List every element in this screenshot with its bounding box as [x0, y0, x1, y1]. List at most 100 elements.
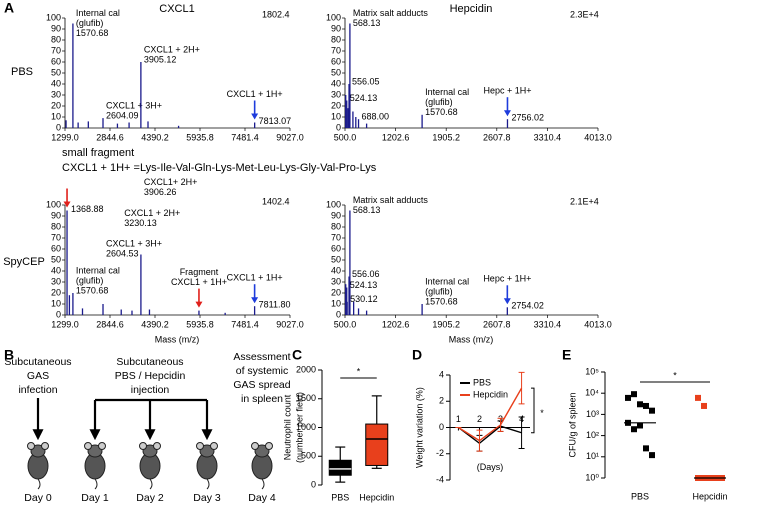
peak-label: 1570.68 [76, 28, 109, 38]
mouse-head [87, 444, 103, 458]
step-label: injection [131, 384, 170, 396]
x-tick-label: 3310.4 [534, 132, 562, 142]
day-label: Day 3 [193, 492, 221, 504]
x-tick-label: 1905.2 [432, 319, 460, 329]
mouse-tail [94, 478, 98, 490]
y-tick-label: 70 [331, 232, 341, 242]
mouse-ear [265, 442, 273, 450]
x-tick-label: 1202.6 [382, 319, 410, 329]
y-tick-label: 30 [51, 276, 61, 286]
max-intensity-label: 1402.4 [262, 196, 290, 206]
y-tick-label: 100 [326, 199, 341, 209]
peak-label: CXCL1 + 2H+ [124, 208, 180, 218]
x-tick-label: 4013.0 [584, 132, 612, 142]
y-tick-label: 50 [51, 67, 61, 77]
mouse-icon [196, 442, 218, 490]
y-tick-label: 10 [51, 111, 61, 121]
y-tick-label: 90 [331, 23, 341, 33]
peak-label: Matrix salt adducts [353, 8, 429, 18]
point [637, 401, 643, 408]
point [649, 407, 655, 414]
peak-label: (glufib) [76, 275, 104, 285]
mouse-head [30, 444, 46, 458]
arrow-head [195, 301, 203, 308]
x-tick-label: 1299.0 [51, 132, 79, 142]
mouse-icon [84, 442, 106, 490]
peak-label: 2604.09 [106, 110, 139, 120]
y-tick-label: 50 [331, 254, 341, 264]
peak-label: CXCL1 + 3H+ [106, 238, 162, 248]
y-tick-label: 90 [51, 210, 61, 220]
y-tick-label: -4 [436, 474, 444, 484]
row-label: PBS [11, 66, 33, 78]
y-tick-label: 60 [51, 243, 61, 253]
peak-label: Internal cal [425, 87, 469, 97]
peak-name: CXCL1 + 1H+ [227, 89, 283, 99]
mouse-icon [139, 442, 161, 490]
x-tick-label: 4390.2 [141, 132, 169, 142]
y-tick-label: 0 [439, 422, 444, 432]
legend-label: PBS [473, 377, 491, 387]
mouse-ear [251, 442, 259, 450]
peak-mass-label: 1368.88 [71, 204, 104, 214]
peak-label: 688.00 [362, 112, 390, 122]
mouse-ear [27, 442, 35, 450]
x-tick-label: 7481.4 [231, 132, 259, 142]
y-tick-label: 100 [326, 12, 341, 22]
y-tick-label: 100 [46, 199, 61, 209]
x-tick-label: 500.0 [334, 132, 357, 142]
peak-mass-label: 2754.02 [511, 301, 544, 311]
point [643, 445, 649, 452]
mouse-head [142, 444, 158, 458]
y-tick-label: 10¹ [586, 451, 599, 461]
peak-label: 556.05 [352, 76, 380, 86]
panel-label: E [562, 347, 571, 363]
y-tick-label: 10⁴ [585, 388, 599, 398]
y-tick-label: 0 [336, 309, 341, 319]
y-tick-label: 1500 [296, 393, 316, 403]
y-tick-label: 30 [331, 276, 341, 286]
max-intensity-label: 1802.4 [262, 9, 290, 19]
y-tick-label: 60 [51, 56, 61, 66]
significance: * [673, 370, 677, 380]
diagram-arrows [32, 398, 213, 441]
x-tick-label: 4013.0 [584, 319, 612, 329]
y-axis-label: Neutrophil count [282, 394, 292, 460]
peak-label: 524.13 [350, 93, 378, 103]
y-tick-label: 20 [331, 100, 341, 110]
y-tick-label: 60 [331, 243, 341, 253]
y-tick-label: 10 [331, 111, 341, 121]
y-tick-label: 80 [51, 221, 61, 231]
mouse-ear [84, 442, 92, 450]
y-tick-label: 20 [331, 287, 341, 297]
step-label: in spleen [241, 393, 283, 405]
point [631, 391, 637, 398]
x-tick-label: 1 [456, 414, 461, 424]
day-label: Day 2 [136, 492, 164, 504]
step-label: Subcutaneous [4, 356, 71, 368]
y-tick-label: 50 [331, 67, 341, 77]
y-tick-label: 10 [51, 298, 61, 308]
mouse-tail [149, 478, 153, 490]
x-axis-label: Mass (m/z) [449, 334, 494, 344]
y-tick-label: 20 [51, 100, 61, 110]
x-tick-label: 2 [477, 414, 482, 424]
arrow-head [503, 110, 511, 117]
y-tick-label: 500 [301, 451, 316, 461]
arrow-head [251, 297, 259, 304]
point [625, 394, 631, 401]
step-label: of systemic [236, 365, 289, 377]
y-tick-label: 2 [439, 396, 444, 406]
fragment-note: small fragment [62, 147, 134, 159]
peak-name: Hepc + 1H+ [483, 274, 531, 284]
y-tick-label: 80 [51, 34, 61, 44]
y-tick-label: 80 [331, 34, 341, 44]
x-tick-label: Hepcidin [692, 491, 727, 501]
peak-label: 1570.68 [425, 107, 458, 117]
x-axis-label: Mass (m/z) [155, 334, 200, 344]
y-tick-label: 60 [331, 56, 341, 66]
arrow-head [503, 298, 511, 305]
x-tick-label: 9027.0 [276, 319, 304, 329]
y-tick-label: 0 [56, 309, 61, 319]
